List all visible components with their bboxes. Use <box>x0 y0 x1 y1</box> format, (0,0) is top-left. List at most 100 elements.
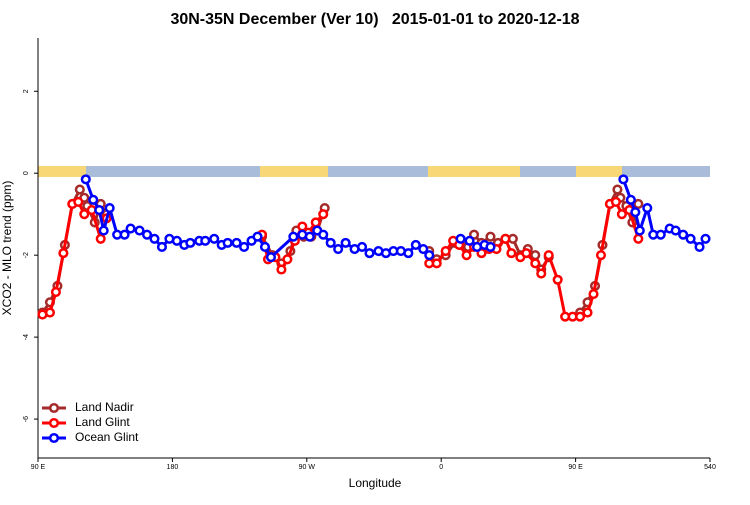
point <box>642 202 653 214</box>
point <box>485 231 496 242</box>
point <box>95 233 106 244</box>
point <box>543 250 554 261</box>
point <box>634 225 645 236</box>
point <box>134 225 145 236</box>
point <box>259 241 271 253</box>
point <box>141 229 153 240</box>
point <box>595 250 607 261</box>
point <box>424 250 435 261</box>
point <box>340 237 351 248</box>
point <box>104 202 115 214</box>
point <box>530 250 541 261</box>
point <box>288 231 299 242</box>
y-tick-label: -4 <box>23 334 30 340</box>
point <box>521 248 532 259</box>
point <box>333 243 344 255</box>
x-tick-label: 90 E <box>31 464 46 471</box>
point <box>209 233 220 244</box>
point <box>685 233 696 244</box>
point <box>700 233 711 244</box>
point <box>633 233 644 244</box>
y-tick-label: 2 <box>23 89 30 93</box>
point <box>455 233 466 244</box>
point <box>171 235 182 246</box>
series-line <box>84 178 431 260</box>
land-mask <box>260 166 328 177</box>
point <box>500 233 511 244</box>
point <box>88 194 99 205</box>
point <box>304 231 315 242</box>
point <box>44 307 55 318</box>
point <box>364 248 375 259</box>
point <box>74 184 85 195</box>
point <box>239 241 250 253</box>
point <box>655 229 666 240</box>
x-axis-label: Longitude <box>349 476 402 490</box>
legend-marker <box>48 432 60 444</box>
point <box>575 311 586 322</box>
point <box>552 274 563 285</box>
point <box>265 252 277 263</box>
land-mask <box>38 166 86 177</box>
point <box>149 233 160 244</box>
point <box>618 174 629 185</box>
x-tick-label: 540 <box>704 464 716 471</box>
point <box>156 241 167 253</box>
point <box>610 196 621 207</box>
point <box>694 241 705 253</box>
point <box>431 258 442 269</box>
point <box>403 248 414 259</box>
legend-label: Land Glint <box>75 415 130 429</box>
y-tick-label: -6 <box>23 416 30 422</box>
point <box>73 196 84 207</box>
point <box>625 194 636 205</box>
point <box>185 237 196 248</box>
land-mask <box>428 166 520 177</box>
point <box>58 248 69 259</box>
point <box>536 268 547 279</box>
point <box>94 205 105 216</box>
point <box>440 246 451 257</box>
x-tick-label: 180 <box>167 464 179 471</box>
point <box>276 264 287 275</box>
x-tick-label: 0 <box>439 464 443 471</box>
point <box>325 237 336 248</box>
point <box>506 248 517 259</box>
point <box>633 198 644 210</box>
point <box>200 235 211 246</box>
point <box>231 237 242 248</box>
point <box>310 217 321 228</box>
point <box>79 209 90 220</box>
point <box>612 184 623 195</box>
point <box>670 225 681 236</box>
point <box>98 225 109 236</box>
legend-marker <box>48 402 60 414</box>
ocean-mask <box>38 166 710 177</box>
point <box>222 237 233 248</box>
point <box>464 235 475 246</box>
point <box>418 243 429 255</box>
legend-label: Ocean Glint <box>75 430 139 444</box>
point <box>616 209 627 220</box>
point <box>252 231 263 242</box>
point <box>630 207 641 218</box>
point <box>678 229 689 240</box>
point <box>485 241 496 253</box>
point <box>410 239 421 250</box>
point <box>119 229 130 240</box>
point <box>588 289 599 300</box>
y-tick-label: 0 <box>23 171 30 175</box>
y-axis-label: XCO2 - MLO trend (ppm) <box>0 181 14 316</box>
point <box>318 229 329 240</box>
legend-label: Land Nadir <box>75 400 134 414</box>
legend-marker <box>48 417 60 429</box>
x-tick-label: 90 W <box>299 464 316 471</box>
point <box>357 241 368 253</box>
x-tick-label: 90 E <box>568 464 583 471</box>
point <box>461 250 472 261</box>
chart-title: 30N-35N December (Ver 10) 2015-01-01 to … <box>170 11 579 28</box>
point <box>282 254 293 265</box>
point <box>582 307 593 318</box>
point <box>125 223 136 234</box>
